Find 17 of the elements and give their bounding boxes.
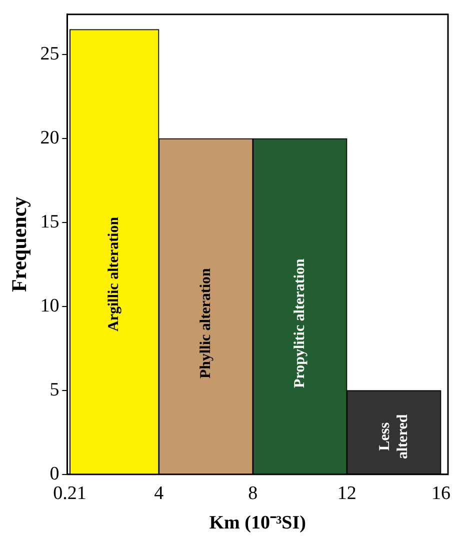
y-axis-title: Frequency: [7, 196, 32, 292]
x-tick-label: 12: [337, 482, 356, 504]
y-tick-label: 5: [50, 379, 60, 400]
annotation: Propylitic alteration: [292, 258, 308, 388]
annotation: Phyllic alteration: [198, 267, 214, 379]
x-tick-label: 0.21: [53, 482, 86, 504]
y-tick-label: 20: [40, 128, 60, 149]
x-axis-title: Km (10⁻³SI): [209, 512, 306, 534]
x-tick-label: 16: [431, 482, 450, 504]
y-tick-label: 15: [40, 212, 60, 233]
y-tick-label: 0: [50, 463, 60, 484]
y-tick-label: 10: [40, 296, 60, 316]
annotation: Less altered: [376, 414, 411, 459]
x-tick-label: 8: [248, 482, 258, 504]
annotation: Argillic alteration: [106, 216, 122, 332]
x-tick-label: 4: [154, 482, 164, 504]
y-tick-label: 25: [40, 44, 60, 65]
